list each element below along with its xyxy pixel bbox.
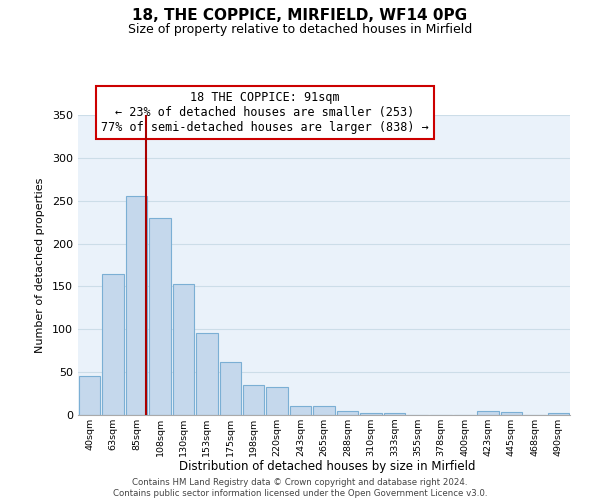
Bar <box>243 385 265 415</box>
Text: 18 THE COPPICE: 91sqm
← 23% of detached houses are smaller (253)
77% of semi-det: 18 THE COPPICE: 91sqm ← 23% of detached … <box>101 91 429 134</box>
Bar <box>149 218 171 415</box>
Bar <box>500 412 522 415</box>
Bar <box>79 376 100 415</box>
Text: 18, THE COPPICE, MIRFIELD, WF14 0PG: 18, THE COPPICE, MIRFIELD, WF14 0PG <box>133 8 467 22</box>
Bar <box>103 274 124 415</box>
Bar <box>548 414 569 415</box>
Text: Distribution of detached houses by size in Mirfield: Distribution of detached houses by size … <box>179 460 475 473</box>
Bar <box>360 414 382 415</box>
Bar <box>196 332 218 415</box>
Bar <box>383 414 405 415</box>
Bar <box>290 406 311 415</box>
Text: Contains HM Land Registry data © Crown copyright and database right 2024.
Contai: Contains HM Land Registry data © Crown c… <box>113 478 487 498</box>
Bar <box>220 362 241 415</box>
Bar <box>266 386 288 415</box>
Bar <box>477 410 499 415</box>
Bar <box>313 406 335 415</box>
Text: Size of property relative to detached houses in Mirfield: Size of property relative to detached ho… <box>128 22 472 36</box>
Bar <box>126 196 148 415</box>
Bar <box>173 284 194 415</box>
Bar <box>337 410 358 415</box>
Y-axis label: Number of detached properties: Number of detached properties <box>35 178 45 352</box>
